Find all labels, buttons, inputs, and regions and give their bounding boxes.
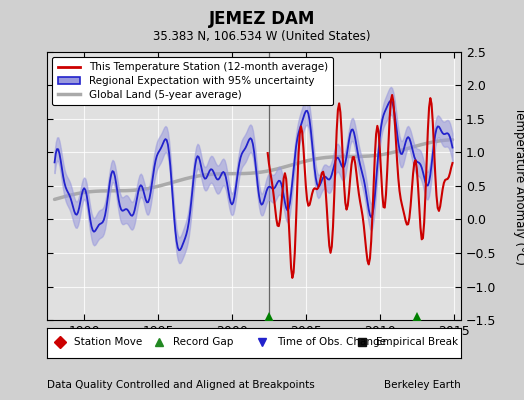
Text: Data Quality Controlled and Aligned at Breakpoints: Data Quality Controlled and Aligned at B… bbox=[47, 380, 315, 390]
Legend: This Temperature Station (12-month average), Regional Expectation with 95% uncer: This Temperature Station (12-month avera… bbox=[52, 57, 333, 105]
Text: Time of Obs. Change: Time of Obs. Change bbox=[277, 338, 386, 347]
Text: Station Move: Station Move bbox=[74, 338, 143, 347]
Text: Empirical Break: Empirical Break bbox=[376, 338, 458, 347]
Text: 35.383 N, 106.534 W (United States): 35.383 N, 106.534 W (United States) bbox=[153, 30, 371, 43]
Text: Berkeley Earth: Berkeley Earth bbox=[385, 380, 461, 390]
Text: JEMEZ DAM: JEMEZ DAM bbox=[209, 10, 315, 28]
Text: Record Gap: Record Gap bbox=[173, 338, 234, 347]
Y-axis label: Temperature Anomaly (°C): Temperature Anomaly (°C) bbox=[513, 107, 524, 265]
